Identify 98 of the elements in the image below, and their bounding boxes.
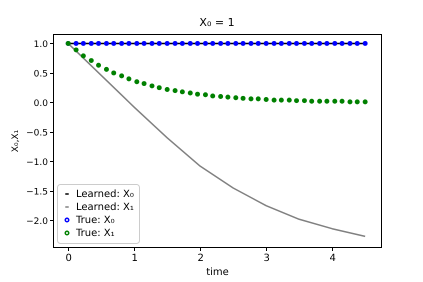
point	[256, 96, 261, 102]
x-axis-title: time	[206, 267, 229, 278]
point	[240, 40, 246, 46]
y-tick-label: 1.0	[34, 40, 48, 50]
y-tick-label: −0.5	[26, 128, 48, 138]
point	[233, 40, 238, 46]
legend-label: True: X₁	[75, 228, 115, 239]
point	[264, 97, 269, 102]
legend-label: Learned: X₁	[76, 202, 134, 213]
point	[317, 98, 322, 104]
point	[294, 40, 300, 46]
point	[324, 40, 330, 46]
point	[354, 40, 360, 46]
chart-title: X₀ = 1	[199, 16, 235, 29]
point	[164, 40, 170, 46]
point	[126, 76, 132, 82]
point	[286, 40, 292, 46]
point	[324, 98, 330, 104]
point	[348, 40, 352, 46]
point	[164, 86, 170, 92]
point	[119, 40, 124, 46]
point	[88, 40, 94, 46]
point	[302, 40, 307, 46]
y-axis-title: X₀,X₁	[11, 129, 22, 152]
x-tick-label: 0	[65, 253, 72, 264]
point	[302, 98, 307, 104]
point	[150, 83, 154, 88]
point	[354, 99, 360, 104]
point	[362, 99, 368, 104]
line-series	[67, 42, 366, 238]
point	[233, 95, 238, 100]
point	[332, 40, 338, 46]
point	[88, 58, 94, 64]
point	[202, 92, 208, 98]
point	[256, 40, 261, 46]
point	[74, 47, 79, 52]
point	[340, 40, 345, 46]
point	[134, 40, 140, 46]
point	[172, 40, 178, 46]
legend-label: True: X₀	[75, 215, 115, 226]
point	[210, 93, 216, 98]
point	[104, 66, 109, 72]
point	[74, 40, 79, 46]
point	[202, 40, 208, 46]
point	[248, 40, 254, 46]
point	[96, 62, 102, 68]
point	[272, 40, 277, 46]
point	[188, 40, 193, 46]
point	[180, 40, 185, 46]
point	[332, 98, 338, 104]
y-tick-label: 0.0	[34, 98, 48, 109]
point	[180, 89, 185, 94]
x-tick-label: 2	[197, 253, 204, 264]
point	[309, 98, 314, 104]
point	[225, 40, 230, 46]
point	[286, 98, 292, 103]
point	[278, 40, 284, 46]
point	[225, 94, 230, 100]
y-tick-label: −1.0	[26, 158, 48, 168]
point	[272, 98, 277, 103]
x-tick-label: 1	[131, 253, 138, 264]
y-tick-label: −2.0	[26, 216, 48, 227]
point	[142, 40, 147, 46]
point	[156, 85, 162, 90]
point	[240, 96, 246, 101]
point	[278, 98, 284, 103]
point	[111, 40, 116, 46]
point	[126, 40, 132, 46]
point	[104, 40, 109, 46]
point	[317, 40, 322, 46]
point	[142, 81, 147, 86]
point	[340, 98, 345, 104]
point	[172, 88, 178, 94]
point	[264, 40, 269, 46]
point	[134, 79, 140, 84]
legend-label: Learned: X₀	[76, 189, 134, 200]
point	[210, 40, 216, 46]
point	[309, 40, 314, 46]
point	[362, 40, 368, 46]
y-tick-label: 0.5	[34, 69, 48, 80]
point	[119, 73, 124, 78]
point	[195, 40, 200, 46]
point	[80, 40, 86, 46]
x-tick-label: 3	[263, 253, 270, 264]
x-tick-label: 4	[329, 253, 336, 264]
point	[188, 90, 193, 96]
point	[156, 40, 162, 46]
point	[218, 40, 224, 46]
point	[111, 70, 116, 76]
point	[218, 94, 224, 100]
point	[80, 53, 86, 58]
point	[150, 40, 154, 46]
point	[96, 40, 102, 46]
point	[348, 99, 352, 104]
point	[294, 98, 300, 104]
y-tick-label: −1.5	[26, 187, 48, 198]
point	[195, 92, 200, 97]
point	[248, 96, 254, 102]
